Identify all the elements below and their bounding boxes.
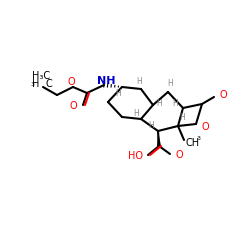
Text: O: O xyxy=(175,150,182,160)
Text: H: H xyxy=(172,98,178,108)
Text: H: H xyxy=(115,90,121,98)
Text: H: H xyxy=(136,76,142,86)
Text: H: H xyxy=(156,98,162,108)
Text: HO: HO xyxy=(128,151,143,161)
Text: H: H xyxy=(133,108,139,118)
Text: O: O xyxy=(201,122,208,132)
Text: 3: 3 xyxy=(31,82,35,86)
Text: O: O xyxy=(67,77,75,87)
Text: H: H xyxy=(179,114,185,122)
Text: O: O xyxy=(219,90,226,100)
Text: H: H xyxy=(148,122,154,130)
Text: H: H xyxy=(32,79,39,89)
Text: H₃C: H₃C xyxy=(32,71,50,81)
Text: O: O xyxy=(70,101,77,111)
Text: CH: CH xyxy=(186,138,200,148)
Text: C: C xyxy=(45,79,52,89)
Text: H: H xyxy=(167,80,173,88)
Text: NH: NH xyxy=(97,76,115,86)
Text: 3: 3 xyxy=(197,136,201,141)
Polygon shape xyxy=(157,131,161,146)
